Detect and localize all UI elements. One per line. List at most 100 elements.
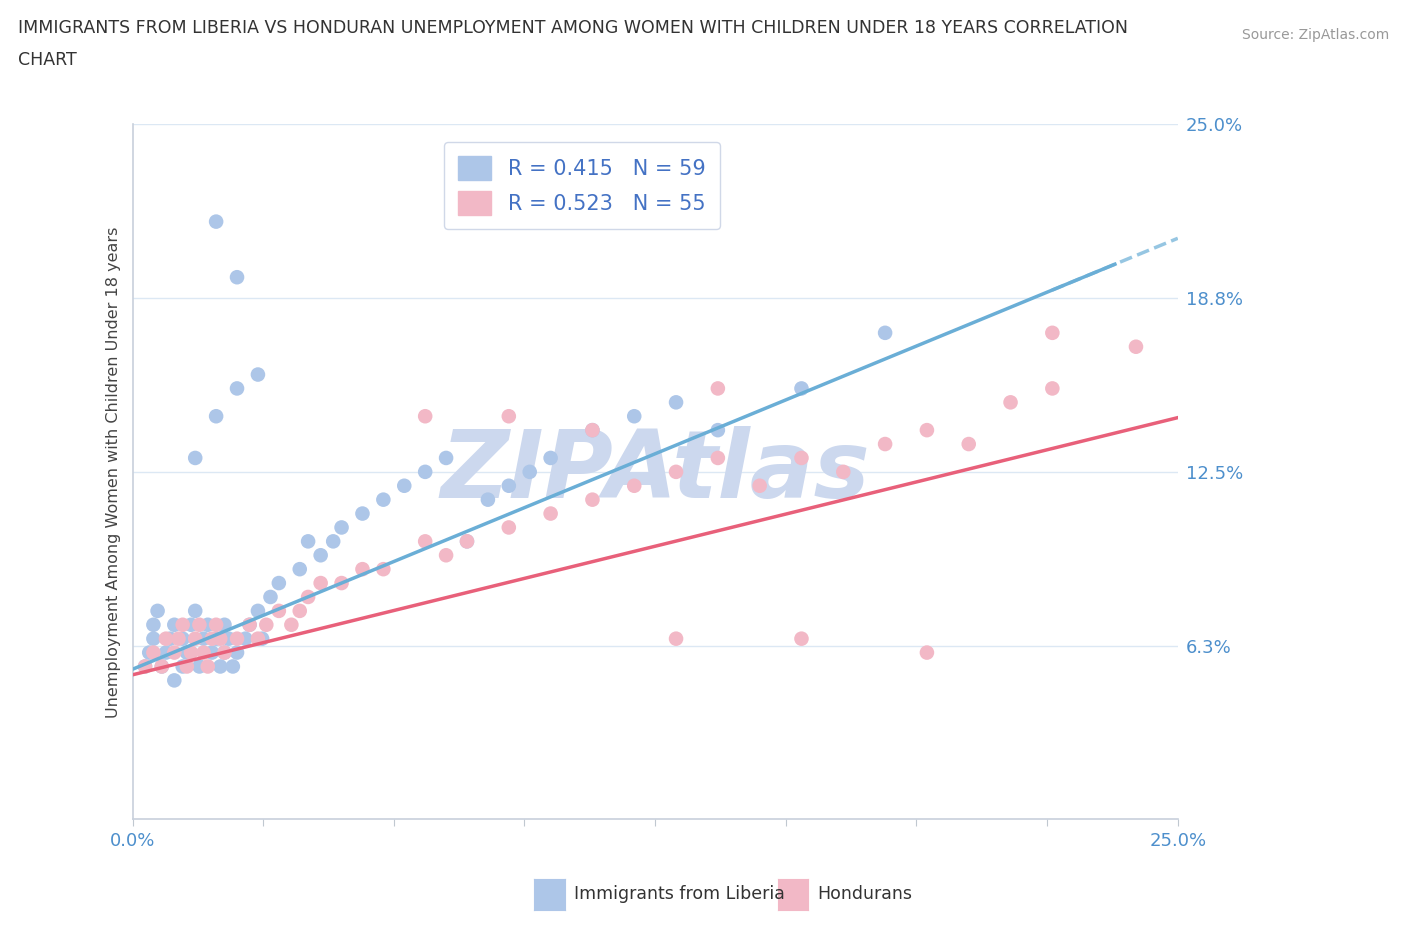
- Point: [246, 631, 269, 646]
- Point: [665, 395, 688, 410]
- Point: [226, 631, 249, 646]
- Point: [254, 618, 277, 632]
- Point: [297, 590, 319, 604]
- Point: [176, 659, 198, 674]
- Point: [540, 506, 562, 521]
- Point: [280, 618, 302, 632]
- Point: [193, 645, 215, 660]
- Point: [413, 409, 436, 424]
- Point: [226, 381, 249, 396]
- Point: [267, 576, 290, 591]
- Point: [205, 618, 228, 632]
- Point: [163, 618, 186, 632]
- Point: [623, 478, 645, 493]
- Point: [352, 562, 374, 577]
- Point: [150, 659, 173, 674]
- Point: [875, 436, 897, 451]
- Point: [665, 464, 688, 479]
- Point: [197, 618, 219, 632]
- Point: [134, 659, 156, 674]
- Point: [297, 534, 319, 549]
- Point: [309, 548, 332, 563]
- Point: [1000, 395, 1022, 410]
- Point: [832, 464, 855, 479]
- Point: [623, 409, 645, 424]
- Point: [707, 381, 730, 396]
- Point: [246, 367, 269, 382]
- Point: [434, 548, 457, 563]
- Point: [201, 645, 224, 660]
- Point: [226, 270, 249, 285]
- Text: Hondurans: Hondurans: [817, 885, 912, 903]
- Point: [957, 436, 980, 451]
- Point: [456, 534, 478, 549]
- Point: [197, 659, 219, 674]
- Point: [748, 478, 770, 493]
- Point: [330, 576, 353, 591]
- Text: Source: ZipAtlas.com: Source: ZipAtlas.com: [1241, 28, 1389, 42]
- Point: [915, 423, 938, 438]
- Point: [540, 450, 562, 465]
- Point: [352, 506, 374, 521]
- Point: [142, 631, 165, 646]
- Point: [205, 409, 228, 424]
- Point: [159, 631, 181, 646]
- Point: [150, 659, 173, 674]
- Point: [1040, 326, 1063, 340]
- Text: IMMIGRANTS FROM LIBERIA VS HONDURAN UNEMPLOYMENT AMONG WOMEN WITH CHILDREN UNDER: IMMIGRANTS FROM LIBERIA VS HONDURAN UNEM…: [18, 19, 1128, 36]
- Point: [214, 618, 236, 632]
- Point: [176, 645, 198, 660]
- Point: [665, 631, 688, 646]
- Point: [180, 618, 202, 632]
- Point: [134, 659, 156, 674]
- Point: [205, 631, 228, 646]
- Point: [180, 645, 202, 660]
- Point: [222, 659, 245, 674]
- Point: [456, 534, 478, 549]
- Point: [1040, 381, 1063, 396]
- Point: [519, 464, 541, 479]
- Point: [172, 659, 194, 674]
- Point: [477, 492, 499, 507]
- Point: [142, 645, 165, 660]
- Point: [146, 604, 169, 618]
- Point: [373, 492, 395, 507]
- Point: [330, 520, 353, 535]
- Point: [209, 659, 232, 674]
- Point: [193, 631, 215, 646]
- Point: [498, 409, 520, 424]
- Point: [413, 464, 436, 479]
- Point: [155, 631, 177, 646]
- Text: Immigrants from Liberia: Immigrants from Liberia: [574, 885, 785, 903]
- Point: [498, 520, 520, 535]
- Point: [250, 631, 273, 646]
- Y-axis label: Unemployment Among Women with Children Under 18 years: Unemployment Among Women with Children U…: [107, 226, 121, 718]
- Point: [214, 645, 236, 660]
- Point: [188, 618, 211, 632]
- Point: [226, 645, 249, 660]
- Point: [288, 604, 311, 618]
- Point: [707, 450, 730, 465]
- Point: [209, 631, 232, 646]
- Point: [707, 423, 730, 438]
- Point: [142, 618, 165, 632]
- Text: ZIPAtlas: ZIPAtlas: [440, 426, 870, 518]
- Point: [172, 631, 194, 646]
- Point: [214, 645, 236, 660]
- Point: [239, 618, 262, 632]
- Point: [790, 381, 813, 396]
- Point: [915, 645, 938, 660]
- Point: [875, 326, 897, 340]
- Point: [172, 618, 194, 632]
- Point: [184, 631, 207, 646]
- Point: [581, 492, 603, 507]
- Point: [246, 604, 269, 618]
- Point: [163, 673, 186, 688]
- Point: [581, 423, 603, 438]
- Point: [373, 562, 395, 577]
- Point: [581, 423, 603, 438]
- Point: [322, 534, 344, 549]
- Point: [201, 631, 224, 646]
- Point: [498, 478, 520, 493]
- Point: [790, 631, 813, 646]
